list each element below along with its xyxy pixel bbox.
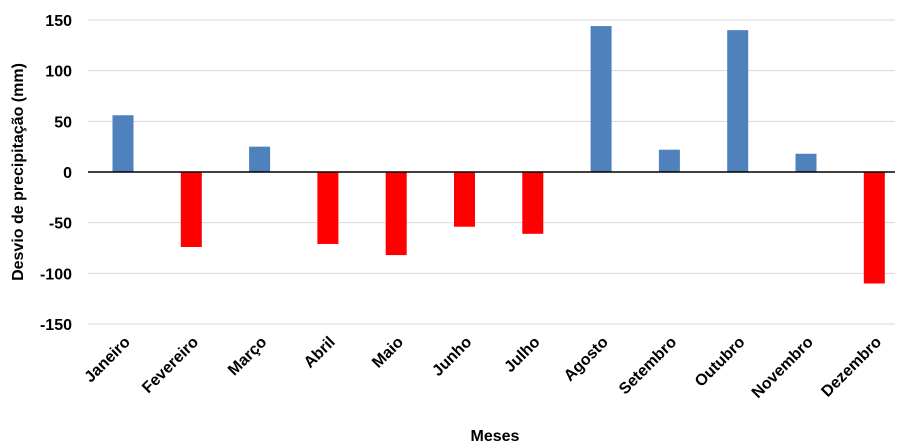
bar-novembro <box>795 153 817 172</box>
x-tick-label: Março <box>225 334 271 380</box>
bar-junho <box>454 172 475 227</box>
y-tick-label: 100 <box>45 64 72 81</box>
bar-outubro <box>727 30 749 173</box>
y-tick-label: 150 <box>45 13 72 30</box>
bar-setembro <box>658 149 680 172</box>
bars <box>112 26 885 284</box>
bar-março <box>249 146 271 172</box>
x-tick-label: Dezembro <box>818 334 885 401</box>
gridlines <box>88 19 895 325</box>
bar-janeiro <box>112 115 134 172</box>
y-axis-title: Desvio de precipitação (mm) <box>10 63 27 281</box>
x-tick-label: Junho <box>429 334 475 380</box>
x-axis-title: Meses <box>471 428 520 445</box>
x-tick-label: Agosto <box>561 334 612 385</box>
x-tick-label: Julho <box>501 334 543 376</box>
bar-maio <box>385 172 407 256</box>
x-tick-label: Janeiro <box>82 334 134 386</box>
x-tick-label: Abril <box>301 334 339 372</box>
x-tick-label: Novembro <box>749 334 817 402</box>
bar-abril <box>317 172 339 244</box>
x-tick-label: Outubro <box>692 334 749 391</box>
bar-fevereiro <box>180 172 202 247</box>
y-tick-label: -50 <box>49 216 72 233</box>
bar-julho <box>522 172 544 234</box>
y-tick-label: 0 <box>63 165 72 182</box>
x-tick-labels: Janeiro Fevereiro Março Abril Maio Junho Julho… <box>82 334 886 402</box>
y-tick-label: -150 <box>40 317 72 334</box>
y-tick-labels: -150 -100 -50 0 50 100 150 <box>40 13 72 334</box>
x-tick-label: Setembro <box>616 334 680 398</box>
bar-dezembro <box>863 172 885 284</box>
bar-agosto <box>590 26 612 172</box>
y-tick-label: -100 <box>40 266 72 283</box>
y-tick-label: 50 <box>54 114 72 131</box>
x-tick-label: Maio <box>369 334 407 372</box>
x-tick-label: Fevereiro <box>139 334 202 397</box>
